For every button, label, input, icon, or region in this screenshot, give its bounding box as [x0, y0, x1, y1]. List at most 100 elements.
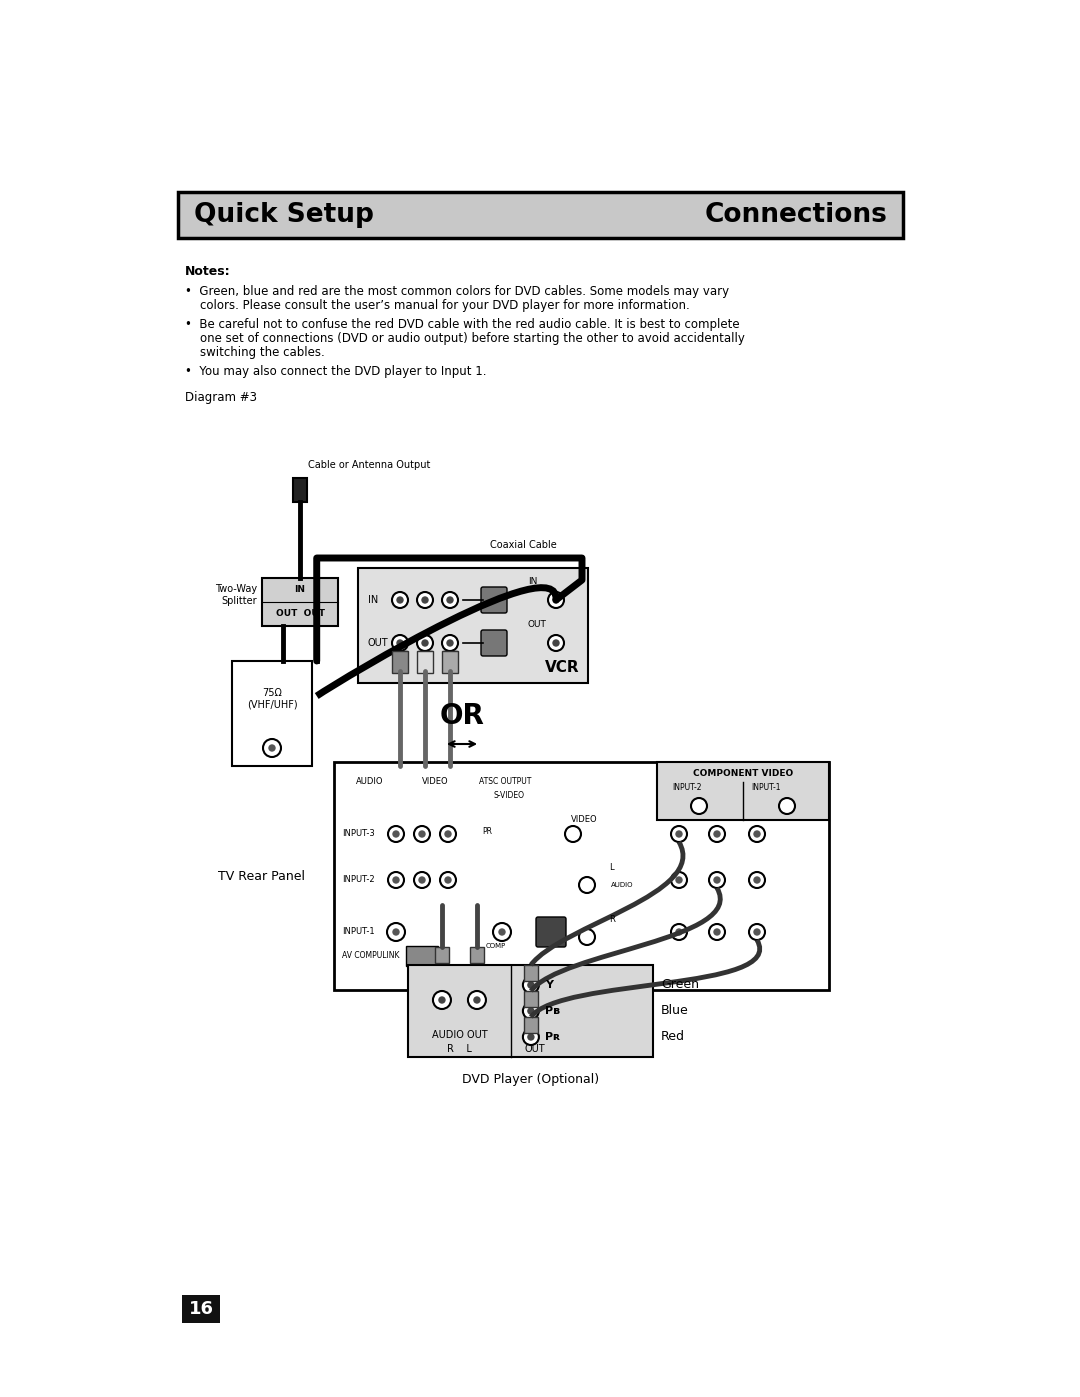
Circle shape: [691, 798, 707, 814]
Circle shape: [548, 592, 564, 608]
Text: IN: IN: [368, 595, 378, 605]
Text: Quick Setup: Quick Setup: [194, 203, 374, 228]
Text: VIDEO: VIDEO: [571, 816, 597, 824]
Text: Pʙ: Pʙ: [545, 1006, 561, 1016]
Text: Notes:: Notes:: [185, 265, 231, 278]
Circle shape: [392, 592, 408, 608]
FancyBboxPatch shape: [536, 916, 566, 947]
Circle shape: [468, 990, 486, 1009]
Text: OR: OR: [440, 703, 485, 731]
Circle shape: [388, 826, 404, 842]
Circle shape: [269, 745, 275, 752]
Text: Green: Green: [661, 978, 699, 992]
Circle shape: [440, 872, 456, 888]
Circle shape: [754, 929, 760, 935]
Text: Y: Y: [545, 981, 553, 990]
FancyBboxPatch shape: [443, 651, 457, 671]
Circle shape: [565, 826, 581, 842]
Circle shape: [445, 831, 451, 837]
Circle shape: [492, 923, 511, 942]
Text: Connections: Connections: [704, 203, 887, 228]
Circle shape: [523, 977, 539, 993]
Circle shape: [264, 739, 281, 757]
FancyBboxPatch shape: [657, 761, 829, 820]
Circle shape: [417, 592, 433, 608]
Circle shape: [676, 929, 681, 935]
Text: OUT  OUT: OUT OUT: [275, 609, 324, 619]
Circle shape: [676, 831, 681, 837]
Text: COMP: COMP: [486, 943, 507, 949]
Text: Coaxial Cable: Coaxial Cable: [490, 541, 557, 550]
Circle shape: [414, 826, 430, 842]
Circle shape: [671, 872, 687, 888]
Text: Diagram #3: Diagram #3: [185, 391, 257, 404]
FancyBboxPatch shape: [481, 630, 507, 657]
Circle shape: [442, 592, 458, 608]
Text: AUDIO: AUDIO: [356, 778, 383, 787]
Circle shape: [579, 877, 595, 893]
Circle shape: [754, 831, 760, 837]
FancyBboxPatch shape: [524, 990, 538, 1007]
Circle shape: [438, 997, 445, 1003]
Text: R: R: [609, 915, 615, 925]
Text: S-VIDEO: S-VIDEO: [494, 791, 525, 799]
Circle shape: [388, 872, 404, 888]
Circle shape: [447, 640, 453, 645]
Circle shape: [392, 636, 408, 651]
Circle shape: [553, 640, 559, 645]
Circle shape: [708, 872, 725, 888]
Text: INPUT-2: INPUT-2: [672, 782, 702, 792]
Circle shape: [414, 872, 430, 888]
Text: •  Green, blue and red are the most common colors for DVD cables. Some models ma: • Green, blue and red are the most commo…: [185, 285, 729, 298]
FancyBboxPatch shape: [262, 578, 338, 626]
Circle shape: [422, 640, 428, 645]
FancyBboxPatch shape: [232, 661, 312, 766]
Text: Blue: Blue: [661, 1004, 689, 1017]
Circle shape: [708, 923, 725, 940]
Text: OUT: OUT: [368, 638, 389, 648]
Circle shape: [447, 597, 453, 604]
Circle shape: [671, 923, 687, 940]
Circle shape: [442, 636, 458, 651]
FancyBboxPatch shape: [393, 651, 407, 671]
Text: COMPONENT VIDEO: COMPONENT VIDEO: [693, 768, 793, 778]
Text: INPUT-1: INPUT-1: [751, 782, 781, 792]
Circle shape: [397, 597, 403, 604]
Text: AUDIO: AUDIO: [611, 882, 634, 888]
Text: OUT: OUT: [528, 620, 546, 629]
Circle shape: [417, 636, 433, 651]
Circle shape: [714, 877, 720, 883]
Text: TV Rear Panel: TV Rear Panel: [218, 869, 305, 883]
Text: Cable or Antenna Output: Cable or Antenna Output: [308, 460, 430, 469]
FancyBboxPatch shape: [334, 761, 829, 990]
Circle shape: [422, 597, 428, 604]
FancyBboxPatch shape: [524, 965, 538, 981]
Text: one set of connections (DVD or audio output) before starting the other to avoid : one set of connections (DVD or audio out…: [185, 332, 745, 345]
Text: 75Ω
(VHF/UHF): 75Ω (VHF/UHF): [246, 689, 297, 710]
Circle shape: [393, 929, 399, 935]
Circle shape: [499, 929, 505, 935]
Circle shape: [474, 997, 480, 1003]
Text: INPUT-1: INPUT-1: [342, 928, 375, 936]
Text: PR: PR: [482, 827, 492, 837]
Circle shape: [714, 831, 720, 837]
Text: IN: IN: [528, 577, 538, 585]
Circle shape: [393, 831, 399, 837]
Circle shape: [528, 1034, 534, 1039]
Circle shape: [553, 597, 559, 604]
Circle shape: [419, 877, 426, 883]
Circle shape: [445, 877, 451, 883]
Text: R    L: R L: [447, 1044, 472, 1053]
FancyBboxPatch shape: [406, 946, 438, 965]
FancyBboxPatch shape: [178, 191, 903, 237]
Text: switching the cables.: switching the cables.: [185, 346, 325, 359]
Circle shape: [523, 1030, 539, 1045]
Text: •  Be careful not to confuse the red DVD cable with the red audio cable. It is b: • Be careful not to confuse the red DVD …: [185, 319, 740, 331]
Circle shape: [419, 831, 426, 837]
Text: Red: Red: [661, 1031, 685, 1044]
FancyBboxPatch shape: [481, 587, 507, 613]
Circle shape: [750, 826, 765, 842]
Text: INPUT-3: INPUT-3: [342, 830, 375, 838]
FancyBboxPatch shape: [183, 1295, 220, 1323]
Text: colors. Please consult the user’s manual for your DVD player for more informatio: colors. Please consult the user’s manual…: [185, 299, 690, 312]
